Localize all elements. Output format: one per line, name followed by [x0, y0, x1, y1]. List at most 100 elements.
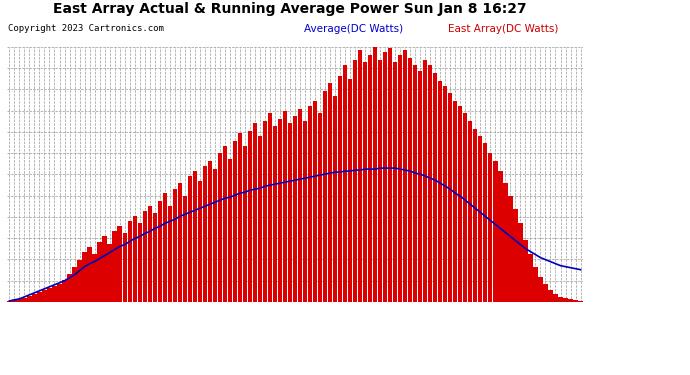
Bar — [298, 109, 302, 302]
Bar — [163, 193, 167, 302]
Bar — [378, 60, 382, 302]
Bar — [12, 300, 17, 302]
Bar — [503, 183, 508, 302]
Bar — [529, 254, 533, 302]
Bar — [48, 288, 52, 302]
Bar — [368, 56, 372, 302]
Bar — [72, 267, 77, 302]
Bar — [373, 47, 377, 302]
Bar — [483, 143, 487, 302]
Bar — [308, 106, 312, 302]
Bar — [37, 292, 41, 302]
Bar — [393, 63, 397, 302]
Bar — [168, 206, 172, 302]
Bar — [418, 70, 422, 302]
Bar — [288, 123, 292, 302]
Bar — [183, 196, 187, 302]
Bar — [208, 161, 212, 302]
Bar — [253, 123, 257, 302]
Bar — [443, 86, 447, 302]
Bar — [52, 286, 57, 302]
Bar — [17, 299, 21, 302]
Bar — [278, 119, 282, 302]
Text: Average(DC Watts): Average(DC Watts) — [304, 24, 403, 34]
Bar — [128, 221, 132, 302]
Bar — [458, 106, 462, 302]
Bar — [553, 294, 558, 302]
Bar — [318, 113, 322, 302]
Bar — [228, 159, 232, 302]
Bar — [558, 297, 562, 302]
Bar — [388, 48, 393, 302]
Bar — [137, 224, 141, 302]
Bar — [433, 72, 437, 302]
Bar — [564, 298, 568, 302]
Bar — [223, 146, 227, 302]
Bar — [42, 290, 47, 302]
Bar — [509, 196, 513, 302]
Bar — [408, 58, 413, 302]
Bar — [448, 93, 453, 302]
Bar — [348, 78, 352, 302]
Bar — [578, 301, 582, 302]
Bar — [328, 82, 332, 302]
Bar — [413, 66, 417, 302]
Bar — [453, 101, 457, 302]
Bar — [97, 242, 101, 302]
Bar — [188, 176, 192, 302]
Text: East Array(DC Watts): East Array(DC Watts) — [448, 24, 559, 34]
Bar — [573, 300, 578, 302]
Bar — [157, 201, 162, 302]
Bar — [68, 274, 72, 302]
Bar — [123, 234, 127, 302]
Bar — [353, 60, 357, 302]
Bar — [428, 66, 433, 302]
Bar — [383, 53, 387, 302]
Bar — [313, 101, 317, 302]
Bar — [523, 240, 528, 302]
Bar — [489, 153, 493, 302]
Bar — [423, 60, 427, 302]
Bar — [293, 116, 297, 302]
Bar — [343, 66, 347, 302]
Bar — [338, 75, 342, 302]
Bar — [103, 237, 107, 302]
Bar — [8, 301, 12, 302]
Bar — [177, 183, 182, 302]
Bar — [32, 294, 37, 302]
Bar — [518, 224, 522, 302]
Bar — [263, 121, 267, 302]
Bar — [333, 96, 337, 302]
Bar — [203, 166, 207, 302]
Bar — [363, 63, 367, 302]
Bar — [538, 277, 542, 302]
Text: East Array Actual & Running Average Power Sun Jan 8 16:27: East Array Actual & Running Average Powe… — [53, 2, 526, 16]
Bar — [243, 146, 247, 302]
Bar — [62, 280, 67, 302]
Bar — [152, 213, 157, 302]
Bar — [82, 252, 87, 302]
Bar — [28, 296, 32, 302]
Bar — [358, 50, 362, 302]
Bar — [88, 246, 92, 302]
Bar — [193, 171, 197, 302]
Bar — [469, 121, 473, 302]
Bar — [473, 129, 477, 302]
Bar — [398, 56, 402, 302]
Bar — [213, 169, 217, 302]
Bar — [92, 254, 97, 302]
Bar — [549, 290, 553, 302]
Bar — [569, 299, 573, 302]
Bar — [438, 81, 442, 302]
Bar — [478, 136, 482, 302]
Bar — [513, 209, 518, 302]
Bar — [108, 243, 112, 302]
Bar — [323, 91, 327, 302]
Bar — [218, 153, 222, 302]
Bar — [77, 260, 81, 302]
Bar — [148, 206, 152, 302]
Bar — [463, 113, 467, 302]
Bar — [238, 133, 242, 302]
Bar — [57, 284, 61, 302]
Bar — [143, 211, 147, 302]
